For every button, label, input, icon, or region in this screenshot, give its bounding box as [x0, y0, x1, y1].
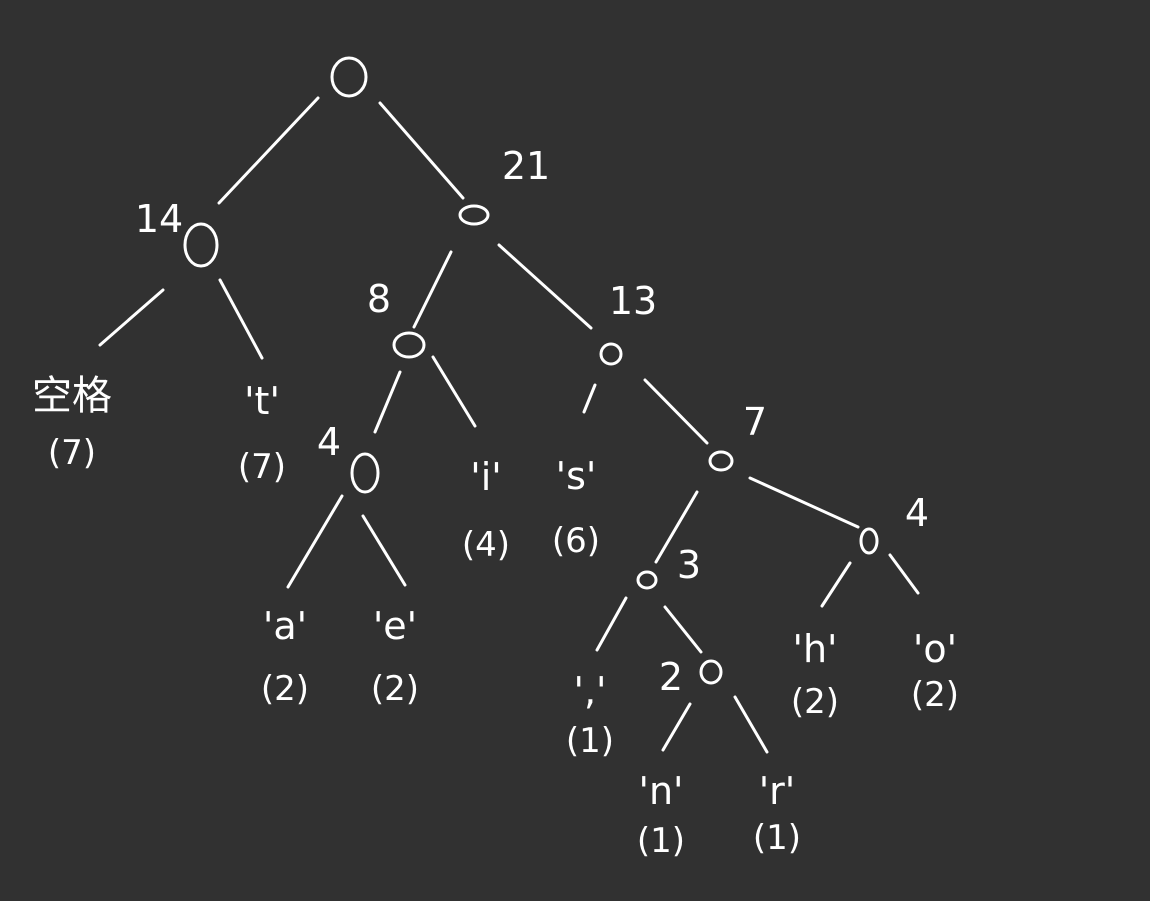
leaf-symbol: 'h' — [793, 627, 838, 671]
node-circle — [394, 333, 424, 357]
leaf-l_r: 'r' (1) — [753, 769, 801, 858]
edge-n9-l_n — [663, 704, 690, 750]
edge-n8-l_o — [890, 555, 918, 593]
edge-n1-l_space — [100, 290, 163, 345]
leaf-frequency: (1) — [753, 818, 801, 858]
edge-n7-n9 — [665, 607, 701, 652]
leaf-symbol: 空格 — [32, 373, 112, 419]
node-circle — [861, 529, 877, 553]
edge-n5-l_a — [288, 496, 342, 587]
leaf-frequency: (7) — [48, 433, 96, 473]
edge-n5-l_e — [363, 516, 405, 585]
leaf-frequency: (2) — [791, 682, 839, 722]
edge-n9-l_r — [735, 697, 767, 752]
leaf-symbol: 's' — [556, 454, 597, 498]
internal-n0 — [332, 58, 366, 96]
node-weight: 8 — [367, 277, 391, 321]
leaf-l_o: 'o'(2) — [911, 627, 959, 715]
edge-n0-n2 — [380, 103, 463, 198]
edge-n8-l_h — [822, 563, 850, 606]
internal-n8: 4 — [861, 491, 929, 553]
edge-n2-n4 — [499, 245, 591, 328]
leaf-l_n: 'n' (1) — [637, 769, 685, 861]
node-weight: 3 — [677, 543, 701, 587]
leaf-l_t: 't' (7) — [238, 379, 286, 487]
edge-n3-l_i — [433, 357, 475, 426]
node-weight: 14 — [135, 197, 183, 241]
leaf-symbol: 'e' — [373, 604, 417, 648]
edge-n4-l_s — [584, 385, 595, 412]
leaf-symbol: 'o' — [913, 627, 957, 671]
node-circle — [332, 58, 366, 96]
internal-n1: 14 — [135, 197, 217, 266]
node-weight: 4 — [317, 420, 341, 464]
leaf-l_comma: ',' (1) — [566, 669, 614, 761]
leaf-frequency: (1) — [637, 821, 685, 861]
leaf-symbol: 't' — [244, 379, 280, 423]
edge-n3-n5 — [375, 372, 400, 432]
internal-n7: 3 — [638, 543, 701, 588]
internal-n9: 2 — [659, 655, 721, 699]
leaf-l_s: 's' (6) — [552, 454, 600, 561]
node-circle — [701, 661, 721, 683]
node-circle — [185, 224, 217, 266]
leaf-symbol: ',' — [574, 669, 607, 713]
node-weight: 13 — [609, 279, 657, 323]
edge-n4-n6 — [645, 380, 707, 443]
leaf-symbol: 'i' — [470, 455, 501, 499]
node-circle — [710, 452, 732, 470]
leaf-l_space: 空格 (7) — [32, 373, 112, 473]
leaf-symbol: 'n' — [639, 769, 684, 813]
leaf-frequency: (2) — [261, 669, 309, 709]
node-weight: 2 — [659, 655, 683, 699]
node-circle — [601, 344, 621, 364]
node-circle — [638, 572, 656, 588]
node-weight: 7 — [743, 400, 767, 444]
leaf-frequency: (2) — [371, 669, 419, 709]
node-weight: 4 — [905, 491, 929, 535]
leaf-frequency: (2) — [911, 675, 959, 715]
leaf-frequency: (6) — [552, 521, 600, 561]
leaf-frequency: (1) — [566, 721, 614, 761]
edge-n6-n8 — [750, 478, 858, 527]
node-circle — [352, 454, 378, 492]
internal-n3: 8 — [367, 277, 424, 357]
leaf-l_h: 'h' (2) — [791, 627, 839, 722]
leaf-l_i: 'i' (4) — [462, 455, 510, 565]
leaf-l_a: 'a' (2) — [261, 604, 309, 709]
leaf-l_e: 'e' (2) — [371, 604, 419, 709]
edge-n7-l_comma — [597, 598, 626, 650]
internal-n2: 21 — [460, 144, 550, 224]
edge-n0-n1 — [219, 98, 318, 203]
leaf-frequency: (4) — [462, 525, 510, 565]
edge-n2-n3 — [414, 252, 451, 327]
edge-n1-l_t — [220, 280, 262, 358]
internal-n5: 4 — [317, 420, 378, 492]
leaf-symbol: 'r' — [759, 769, 796, 813]
internal-n6: 7 — [710, 400, 767, 470]
node-weight: 21 — [502, 144, 550, 188]
leaf-symbol: 'a' — [263, 604, 307, 648]
node-circle — [460, 206, 488, 224]
internal-n4: 13 — [601, 279, 657, 364]
leaf-frequency: (7) — [238, 447, 286, 487]
